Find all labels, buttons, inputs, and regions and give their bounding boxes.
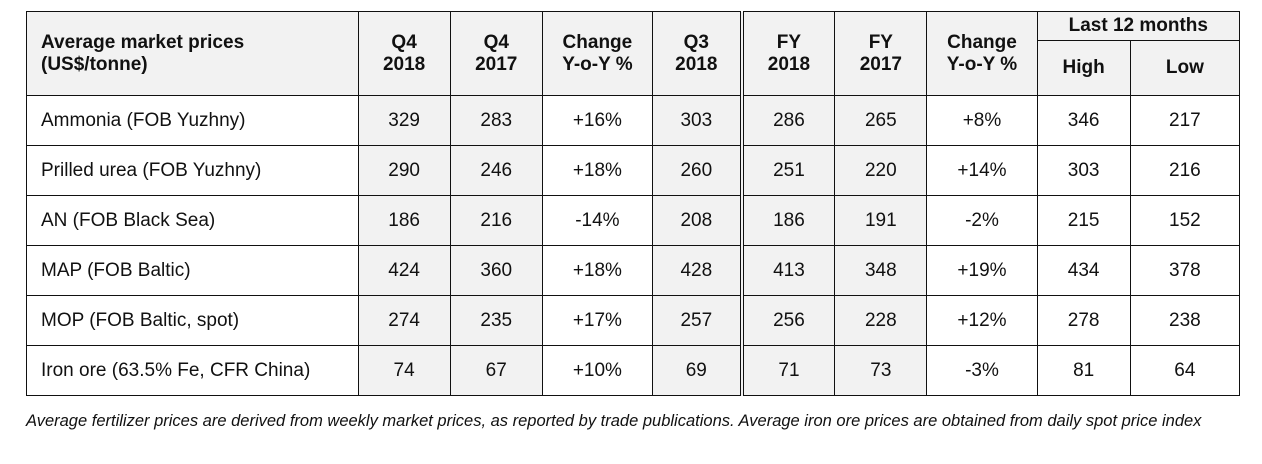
cell-high: 215 bbox=[1036, 195, 1131, 246]
table-title-line1: Average market prices bbox=[41, 31, 245, 53]
cell-q4-2018: 290 bbox=[357, 145, 451, 196]
cell-fy-2017: 228 bbox=[834, 295, 928, 346]
row-label: MOP (FOB Baltic, spot) bbox=[26, 295, 359, 346]
cell-q4-2017: 216 bbox=[449, 195, 543, 246]
cell-high: 81 bbox=[1036, 345, 1131, 396]
table-row: AN (FOB Black Sea) 186 216 -14% 208 186 191 -2%… bbox=[26, 195, 1241, 246]
cell-q3-2018: 69 bbox=[651, 345, 743, 396]
cell-fy-2018: 413 bbox=[739, 245, 836, 296]
column-group-last-12-months: Last 12 months bbox=[1036, 10, 1241, 42]
cell-q4-2018: 274 bbox=[357, 295, 451, 346]
row-label: MAP (FOB Baltic) bbox=[26, 245, 359, 296]
cell-low: 64 bbox=[1129, 345, 1241, 396]
column-header-change-year: Change Y-o-Y % bbox=[926, 11, 1038, 96]
cell-q3-2018: 303 bbox=[651, 95, 743, 146]
table-row: MOP (FOB Baltic, spot) 274 235 +17% 257 256 22… bbox=[26, 295, 1241, 346]
cell-q3-2018: 260 bbox=[651, 145, 743, 196]
table-row: MAP (FOB Baltic) 424 360 +18% 428 413 348 +19% 4… bbox=[26, 245, 1241, 296]
cell-change-quarter: +18% bbox=[541, 145, 653, 196]
cell-q4-2017: 67 bbox=[449, 345, 543, 396]
cell-fy-2018: 186 bbox=[739, 195, 836, 246]
table-footnote: Average fertilizer prices are derived fr… bbox=[26, 412, 1202, 430]
cell-change-quarter: +16% bbox=[541, 95, 653, 146]
column-header-high: High bbox=[1036, 40, 1131, 96]
cell-q4-2018: 74 bbox=[357, 345, 451, 396]
cell-q3-2018: 208 bbox=[651, 195, 743, 246]
cell-fy-2017: 73 bbox=[834, 345, 928, 396]
column-header-q4-2018: Q4 2018 bbox=[357, 11, 451, 96]
cell-change-year: -2% bbox=[926, 195, 1038, 246]
cell-q4-2018: 424 bbox=[357, 245, 451, 296]
row-label: Prilled urea (FOB Yuzhny) bbox=[26, 145, 359, 196]
cell-low: 217 bbox=[1129, 95, 1241, 146]
cell-change-year: +8% bbox=[926, 95, 1038, 146]
cell-low: 152 bbox=[1129, 195, 1241, 246]
cell-high: 346 bbox=[1036, 95, 1131, 146]
cell-change-year: +14% bbox=[926, 145, 1038, 196]
cell-change-quarter: +17% bbox=[541, 295, 653, 346]
cell-change-year: +12% bbox=[926, 295, 1038, 346]
cell-fy-2018: 256 bbox=[739, 295, 836, 346]
market-prices-table: Average market prices (US$/tonne) Q4 201… bbox=[26, 10, 1241, 396]
cell-change-quarter: +10% bbox=[541, 345, 653, 396]
column-header-fy-2017: FY 2017 bbox=[834, 11, 928, 96]
cell-fy-2017: 220 bbox=[834, 145, 928, 196]
cell-change-quarter: +18% bbox=[541, 245, 653, 296]
column-header-change-quarter: Change Y-o-Y % bbox=[541, 11, 653, 96]
cell-high: 434 bbox=[1036, 245, 1131, 296]
table-title-line2: (US$/tonne) bbox=[41, 53, 148, 75]
cell-q3-2018: 428 bbox=[651, 245, 743, 296]
cell-q4-2017: 283 bbox=[449, 95, 543, 146]
column-header-low: Low bbox=[1129, 40, 1241, 96]
row-label: Iron ore (63.5% Fe, CFR China) bbox=[26, 345, 359, 396]
cell-fy-2018: 251 bbox=[739, 145, 836, 196]
table-row: Ammonia (FOB Yuzhny) 329 283 +16% 303 286 265 +… bbox=[26, 95, 1241, 146]
cell-change-year: -3% bbox=[926, 345, 1038, 396]
cell-change-quarter: -14% bbox=[541, 195, 653, 246]
cell-q4-2017: 246 bbox=[449, 145, 543, 196]
table-row: Iron ore (63.5% Fe, CFR China) 74 67 +10% 69… bbox=[26, 345, 1241, 396]
cell-low: 216 bbox=[1129, 145, 1241, 196]
column-header-q3-2018: Q3 2018 bbox=[651, 11, 743, 96]
cell-fy-2018: 286 bbox=[739, 95, 836, 146]
cell-q4-2017: 235 bbox=[449, 295, 543, 346]
cell-fy-2018: 71 bbox=[739, 345, 836, 396]
table-title-header: Average market prices (US$/tonne) bbox=[26, 11, 359, 96]
cell-q4-2018: 329 bbox=[357, 95, 451, 146]
cell-q4-2017: 360 bbox=[449, 245, 543, 296]
row-label: AN (FOB Black Sea) bbox=[26, 195, 359, 246]
cell-q4-2018: 186 bbox=[357, 195, 451, 246]
cell-low: 378 bbox=[1129, 245, 1241, 296]
cell-fy-2017: 348 bbox=[834, 245, 928, 296]
column-header-q4-2017: Q4 2017 bbox=[449, 11, 543, 96]
cell-change-year: +19% bbox=[926, 245, 1038, 296]
row-label: Ammonia (FOB Yuzhny) bbox=[26, 95, 359, 146]
table-body: Ammonia (FOB Yuzhny) 329 283 +16% 303 286 265 +… bbox=[26, 95, 1241, 396]
column-header-fy-2018: FY 2018 bbox=[739, 11, 836, 96]
cell-fy-2017: 191 bbox=[834, 195, 928, 246]
cell-fy-2017: 265 bbox=[834, 95, 928, 146]
cell-q3-2018: 257 bbox=[651, 295, 743, 346]
table-row: Prilled urea (FOB Yuzhny) 290 246 +18% 260 25… bbox=[26, 145, 1241, 196]
cell-high: 278 bbox=[1036, 295, 1131, 346]
cell-low: 238 bbox=[1129, 295, 1241, 346]
cell-high: 303 bbox=[1036, 145, 1131, 196]
